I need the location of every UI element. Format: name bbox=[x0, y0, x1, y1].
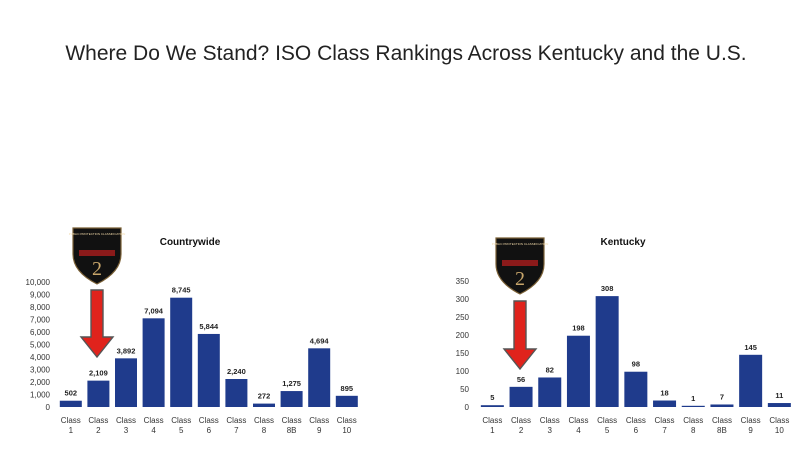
x-tick-label: Class 6 bbox=[626, 416, 646, 435]
data-label: 1 bbox=[691, 394, 695, 403]
badge-number: 2 bbox=[92, 258, 102, 280]
x-tick-label: Class 4 bbox=[144, 416, 164, 435]
y-tick-label: 9,000 bbox=[30, 291, 51, 300]
y-tick-label: 300 bbox=[456, 295, 470, 304]
y-tick-label: 200 bbox=[456, 331, 470, 340]
bar-class-8b bbox=[280, 391, 303, 407]
y-tick-label: 6,000 bbox=[30, 328, 51, 337]
data-label: 56 bbox=[517, 375, 525, 384]
y-tick-label: 4,000 bbox=[30, 353, 51, 362]
x-tick-label: Class 6 bbox=[199, 416, 219, 435]
y-tick-label: 250 bbox=[456, 313, 470, 322]
classification-shield-icon: PUBLIC PROTECTION CLASSIFICATION 2 bbox=[69, 227, 126, 285]
bar-class-9 bbox=[308, 348, 331, 407]
y-tick-label: 350 bbox=[456, 277, 470, 286]
data-label: 502 bbox=[65, 389, 78, 398]
bar-class-8 bbox=[681, 405, 705, 407]
slide-title: Where Do We Stand? ISO Class Rankings Ac… bbox=[65, 42, 747, 65]
y-tick-label: 0 bbox=[46, 403, 51, 412]
bar-class-4 bbox=[566, 335, 590, 407]
x-tick-label: Class 5 bbox=[171, 416, 191, 435]
y-tick-label: 7,000 bbox=[30, 316, 51, 325]
bar-class-2 bbox=[509, 386, 533, 407]
data-label: 11 bbox=[775, 391, 783, 400]
x-tick-label: Class 7 bbox=[655, 416, 675, 435]
x-tick-label: Class 2 bbox=[511, 416, 531, 435]
classification-shield-icon: PUBLIC PROTECTION CLASSIFICATION 2 bbox=[492, 237, 549, 295]
bar-class-10 bbox=[767, 403, 791, 407]
x-tick-label: Class 7 bbox=[226, 416, 246, 435]
bar-class-5 bbox=[595, 296, 619, 407]
bar-class-1 bbox=[59, 400, 82, 407]
data-label: 5 bbox=[490, 393, 494, 402]
data-label: 18 bbox=[660, 389, 668, 398]
bar-class-10 bbox=[335, 395, 358, 407]
bar-class-5 bbox=[170, 297, 193, 407]
x-tick-label: Class 10 bbox=[337, 416, 357, 435]
data-label: 308 bbox=[601, 284, 614, 293]
data-label: 1,275 bbox=[282, 379, 301, 388]
data-label: 145 bbox=[744, 343, 757, 352]
x-tick-label: Class 4 bbox=[568, 416, 588, 435]
badge-number: 2 bbox=[515, 268, 525, 290]
x-tick-label: Class 9 bbox=[741, 416, 761, 435]
x-tick-label: Class 8 bbox=[683, 416, 703, 435]
x-tick-label: Class 1 bbox=[482, 416, 502, 435]
badge-caption: PUBLIC PROTECTION CLASSIFICATION bbox=[69, 232, 126, 236]
x-tick-label: Class 8B bbox=[282, 416, 302, 435]
bar-class-3 bbox=[115, 358, 137, 407]
data-label: 272 bbox=[258, 392, 271, 401]
x-tick-label: Class 3 bbox=[116, 416, 136, 435]
data-label: 82 bbox=[546, 365, 554, 374]
down-arrow-icon bbox=[502, 300, 538, 371]
badge-caption: PUBLIC PROTECTION CLASSIFICATION bbox=[492, 242, 549, 246]
x-tick-label: Class 10 bbox=[769, 416, 789, 435]
data-label: 5,844 bbox=[199, 322, 219, 331]
x-tick-label: Class 9 bbox=[309, 416, 329, 435]
bar-class-6 bbox=[624, 371, 648, 407]
bar-class-8b bbox=[710, 404, 734, 407]
data-label: 2,240 bbox=[227, 367, 246, 376]
chart-title: Countrywide bbox=[160, 237, 221, 248]
y-tick-label: 1,000 bbox=[30, 391, 51, 400]
y-tick-label: 100 bbox=[456, 367, 470, 376]
x-tick-label: Class 8 bbox=[254, 416, 274, 435]
y-tick-label: 3,000 bbox=[30, 366, 51, 375]
data-label: 98 bbox=[632, 360, 640, 369]
bar-class-9 bbox=[739, 354, 763, 407]
bar-class-3 bbox=[538, 377, 562, 407]
chart-kentucky: Kentucky 0 50 100 150 200 250 300 350 5 Class 1 56 Cl… bbox=[456, 237, 791, 435]
data-label: 4,694 bbox=[310, 336, 330, 345]
chart-title: Kentucky bbox=[600, 237, 645, 248]
data-label: 895 bbox=[341, 384, 354, 393]
data-label: 8,745 bbox=[172, 286, 191, 295]
data-label: 7 bbox=[720, 392, 724, 401]
bar-class-7 bbox=[653, 400, 677, 407]
x-tick-label: Class 1 bbox=[61, 416, 81, 435]
chart-countrywide: Countrywide 0 1,000 2,000 3,000 4,000 5,000 6,0… bbox=[26, 227, 358, 435]
y-tick-label: 0 bbox=[465, 403, 470, 412]
bar-class-1 bbox=[480, 405, 504, 407]
bar-class-7 bbox=[225, 379, 248, 407]
x-tick-label: Class 2 bbox=[88, 416, 108, 435]
data-label: 7,094 bbox=[144, 306, 164, 315]
data-label: 2,109 bbox=[89, 369, 108, 378]
data-label: 198 bbox=[572, 324, 585, 333]
bar-class-4 bbox=[142, 318, 165, 407]
down-arrow-icon bbox=[79, 289, 115, 359]
y-tick-label: 150 bbox=[456, 349, 470, 358]
y-tick-label: 5,000 bbox=[30, 341, 51, 350]
x-tick-label: Class 8B bbox=[712, 416, 732, 435]
x-tick-label: Class 5 bbox=[597, 416, 617, 435]
bar-class-8 bbox=[253, 403, 275, 407]
y-tick-label: 2,000 bbox=[30, 378, 51, 387]
bar-class-6 bbox=[197, 333, 220, 407]
x-tick-label: Class 3 bbox=[540, 416, 560, 435]
data-label: 3,892 bbox=[117, 346, 136, 355]
bar-class-2 bbox=[87, 380, 110, 407]
y-tick-label: 10,000 bbox=[26, 278, 51, 287]
y-tick-label: 8,000 bbox=[30, 303, 51, 312]
y-tick-label: 50 bbox=[460, 385, 469, 394]
